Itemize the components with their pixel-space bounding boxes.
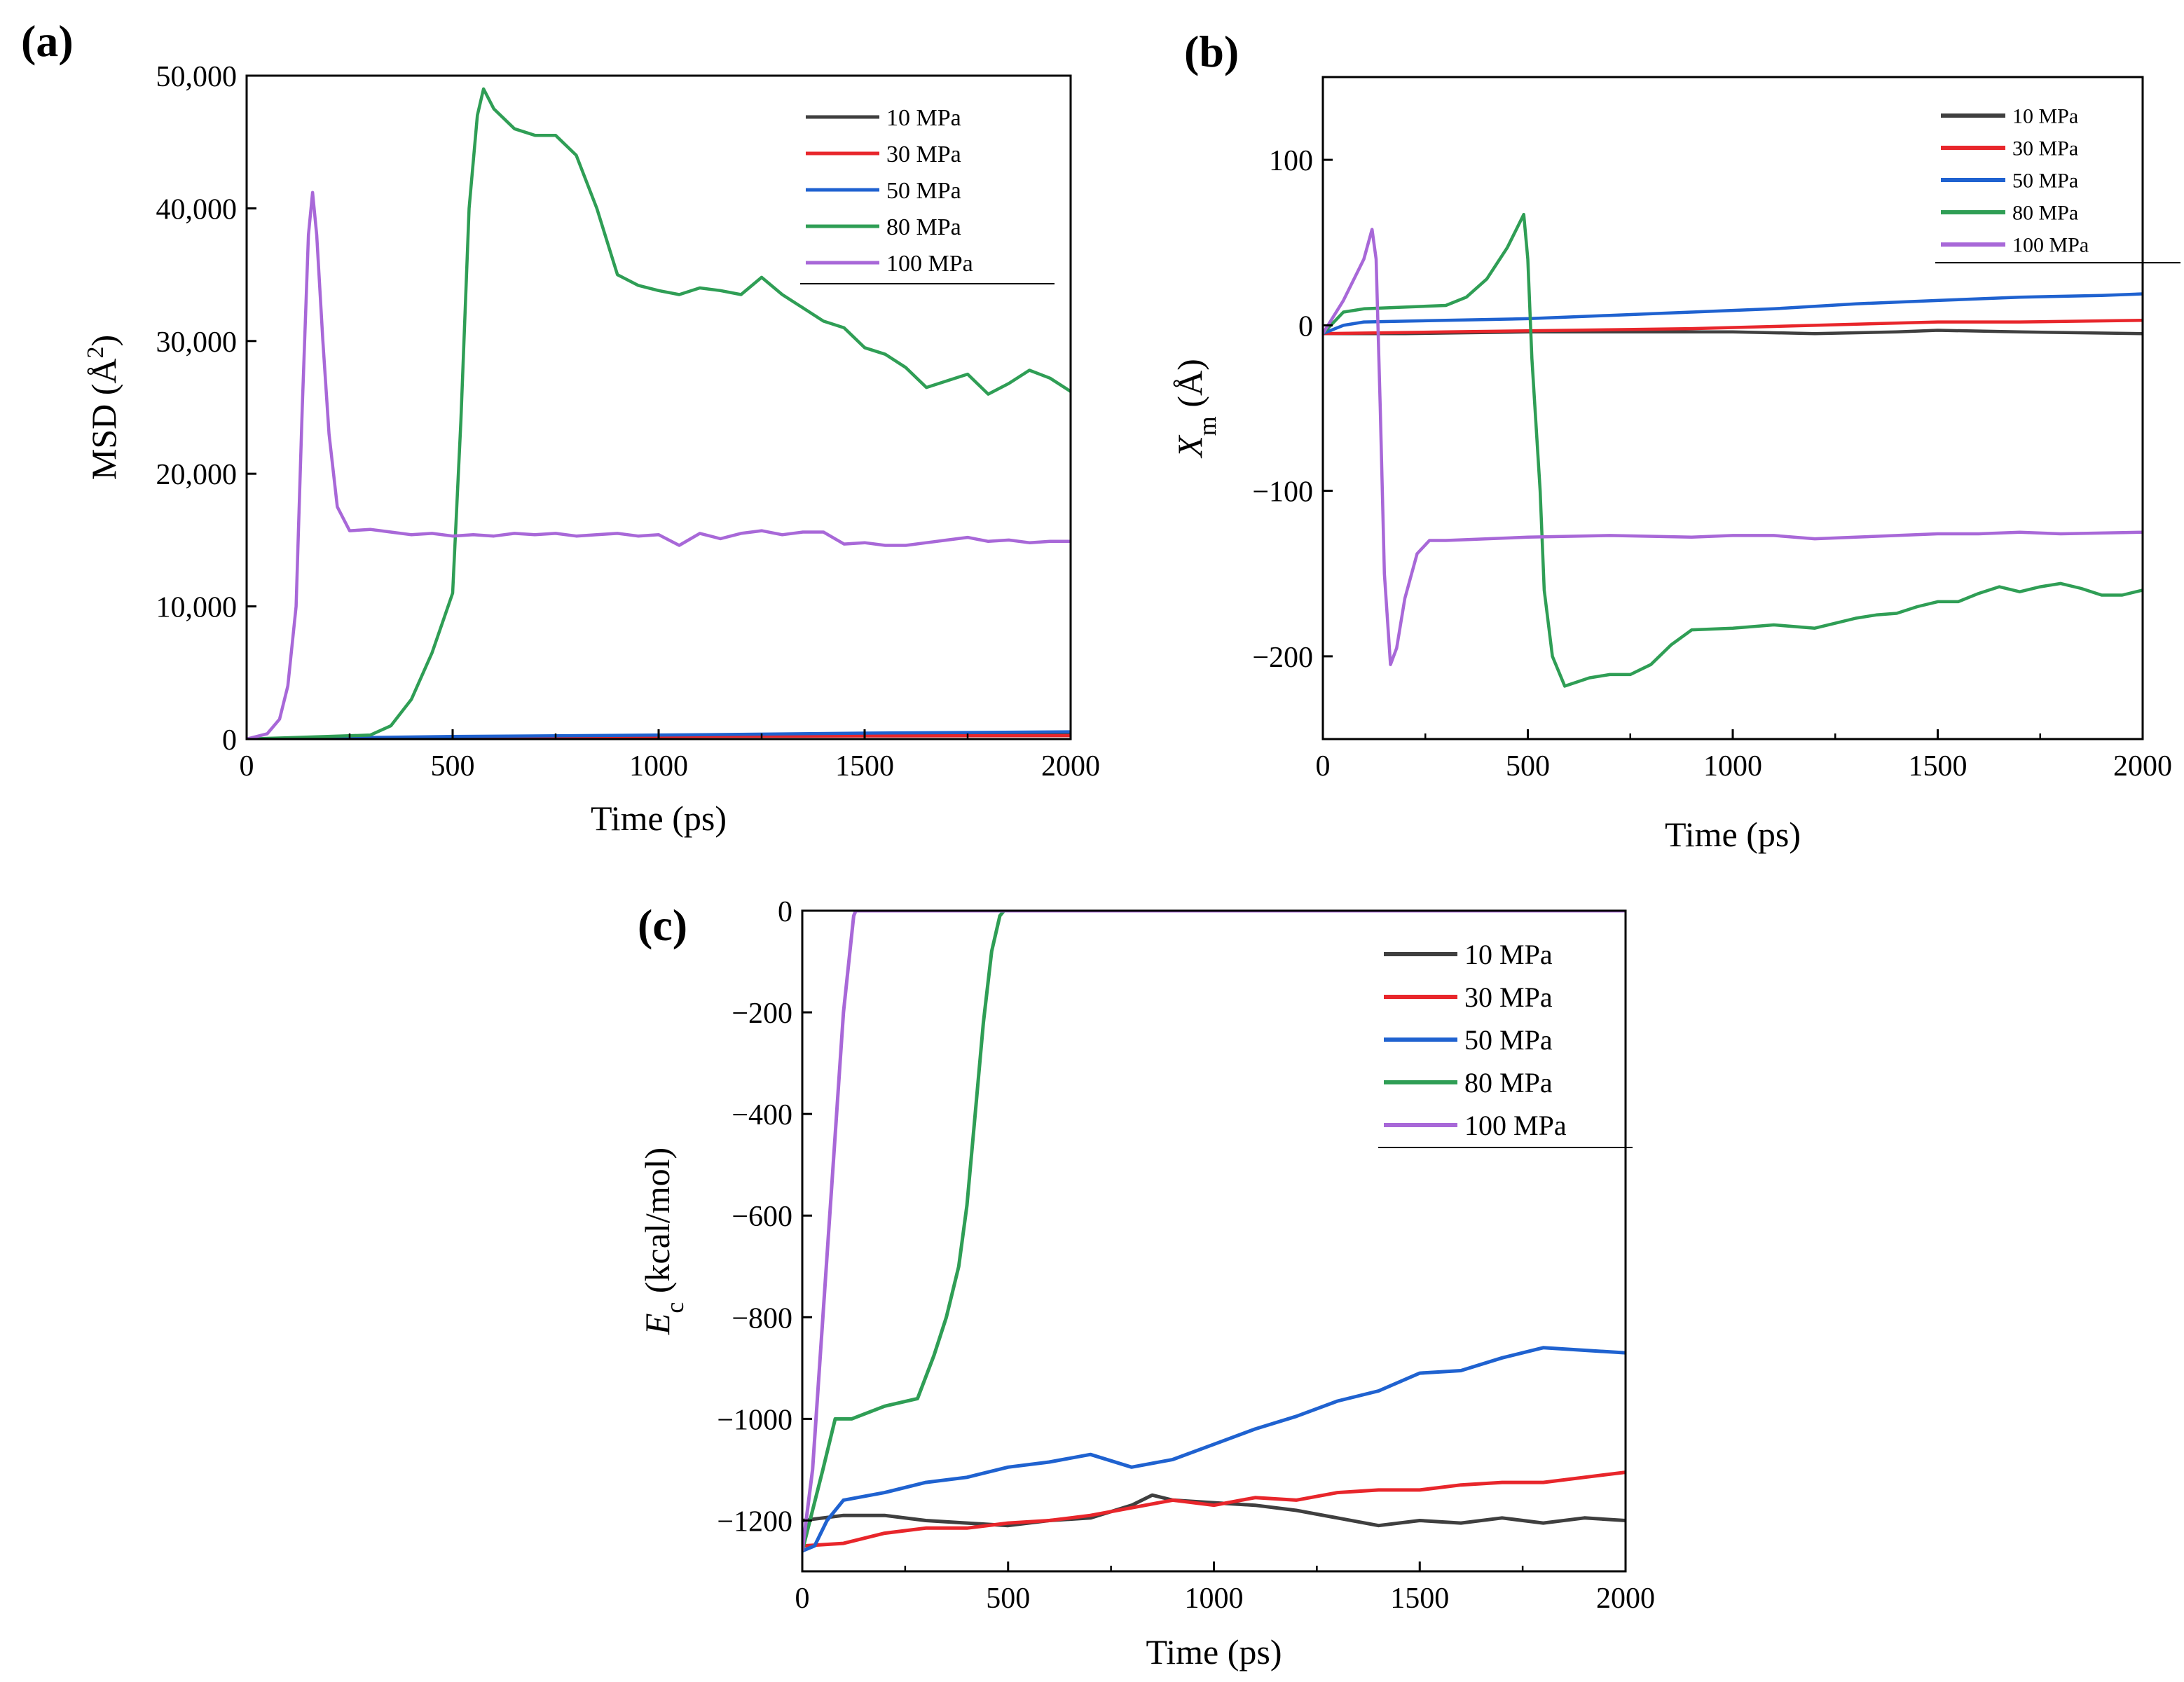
legend: 10 MPa 30 MPa 50 MPa 80 MPa 100 MPa [1378, 939, 1633, 1148]
series-line-80-mpa [802, 911, 1626, 1552]
x-axis-label: Time (ps) [1146, 1632, 1282, 1671]
series-line-100-mpa [802, 911, 1626, 1552]
x-tick-label: 500 [431, 750, 475, 783]
series-line-50-mpa [1323, 292, 2143, 336]
series-line-50-mpa [802, 1346, 1626, 1553]
x-axis-label: Time (ps) [1665, 815, 1801, 854]
x-tick-label: 1000 [1703, 750, 1762, 783]
legend-label: 30 MPa [1464, 981, 1553, 1013]
y-tick-label: 0 [778, 896, 792, 928]
legend-label: 30 MPa [886, 142, 961, 167]
series-line-80-mpa [247, 87, 1071, 739]
y-tick-label: −1000 [717, 1404, 792, 1436]
legend-label: 80 MPa [886, 214, 961, 240]
series-line-10-mpa [802, 1493, 1626, 1528]
legend-label: 30 MPa [2012, 137, 2078, 160]
legend-label: 10 MPa [2012, 105, 2078, 128]
legend: 10 MPa 30 MPa 50 MPa 80 MPa 100 MPa [800, 105, 1055, 284]
legend-label: 10 MPa [886, 105, 961, 131]
series-line-80-mpa [1323, 212, 2143, 688]
y-tick-label: −800 [732, 1302, 792, 1335]
y-tick-label: −200 [732, 998, 792, 1030]
legend: 10 MPa 30 MPa 50 MPa 80 MPa 100 MPa [1935, 105, 2180, 263]
panel-c: (c) 0 500 1000 1500 2000 −1200 −1000 −800 −600 −4… [638, 896, 1655, 1671]
plot-frame [245, 74, 1072, 740]
legend-label: 100 MPa [886, 251, 973, 277]
y-tick-label: −600 [732, 1201, 792, 1233]
series-line-100-mpa [1323, 228, 2143, 666]
y-tick-label: 10,000 [156, 592, 238, 624]
y-axis-label: Ec (kcal/mol) [638, 1147, 689, 1335]
legend-label: 80 MPa [1464, 1067, 1553, 1098]
x-tick-label: 1500 [835, 750, 894, 783]
legend-label: 10 MPa [1464, 939, 1553, 970]
y-axis-label: MSD (Å2) [83, 335, 124, 480]
y-tick-label: −200 [1252, 642, 1313, 674]
legend-label: 50 MPa [886, 178, 961, 204]
x-tick-label: 500 [986, 1583, 1030, 1615]
x-tick-label: 1500 [1390, 1583, 1449, 1615]
series-group [802, 911, 1626, 1553]
y-tick-label: 100 [1269, 145, 1313, 177]
panel-b: (b) 0 500 1000 1500 2000 −200 −100 0 100 Time (ps… [1170, 27, 2180, 854]
y-tick-label: −1200 [717, 1505, 792, 1538]
x-tick-label: 2000 [1596, 1583, 1655, 1615]
y-tick-label: −400 [732, 1099, 792, 1131]
panel-c-label: (c) [638, 900, 687, 950]
y-axis-label: Xm (Å) [1170, 359, 1221, 458]
y-tick-label: 50,000 [156, 61, 238, 93]
panel-a: (a) 0 500 1000 1500 2000 0 10,000 20,000 30,000 4… [21, 16, 1100, 838]
legend-label: 50 MPa [1464, 1024, 1553, 1056]
x-tick-label: 1000 [1185, 1583, 1244, 1615]
legend-label: 50 MPa [2012, 170, 2078, 193]
x-tick-label: 2000 [1041, 750, 1100, 783]
series-line-30-mpa [802, 1470, 1626, 1548]
x-tick-label: 0 [240, 750, 254, 783]
x-tick-label: 1500 [1909, 750, 1967, 783]
y-tick-label: 30,000 [156, 326, 238, 359]
x-tick-label: 0 [795, 1583, 810, 1615]
y-tick-label: 0 [222, 724, 237, 757]
y-tick-label: 0 [1298, 310, 1313, 343]
series-line-30-mpa [1323, 319, 2143, 336]
panel-a-label: (a) [21, 16, 74, 66]
y-tick-label: 40,000 [156, 193, 238, 226]
y-tick-label: 20,000 [156, 459, 238, 491]
series-group [1323, 212, 2143, 688]
panel-b-label: (b) [1184, 27, 1239, 76]
legend-label: 100 MPa [1464, 1110, 1567, 1141]
x-tick-label: 500 [1506, 750, 1550, 783]
x-tick-label: 2000 [2113, 750, 2172, 783]
x-tick-label: 1000 [629, 750, 688, 783]
x-axis-label: Time (ps) [591, 799, 727, 838]
series-line-100-mpa [247, 191, 1071, 739]
y-tick-label: −100 [1252, 476, 1313, 509]
legend-label: 80 MPa [2012, 202, 2078, 225]
legend-label: 100 MPa [2012, 234, 2089, 257]
x-tick-label: 0 [1316, 750, 1331, 783]
